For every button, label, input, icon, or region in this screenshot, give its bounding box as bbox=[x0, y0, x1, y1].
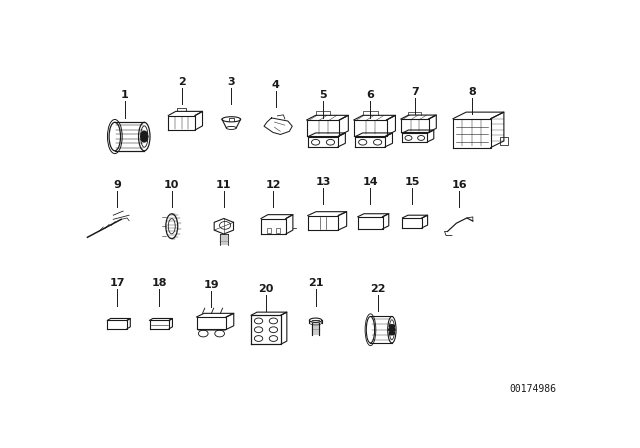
Circle shape bbox=[143, 132, 147, 135]
Text: 13: 13 bbox=[316, 177, 331, 186]
Circle shape bbox=[390, 325, 394, 327]
Circle shape bbox=[144, 135, 148, 138]
Text: 10: 10 bbox=[164, 180, 179, 190]
Text: 19: 19 bbox=[204, 280, 220, 290]
Circle shape bbox=[143, 138, 147, 141]
Text: 14: 14 bbox=[362, 177, 378, 186]
Text: 6: 6 bbox=[366, 90, 374, 100]
Text: 1: 1 bbox=[121, 90, 129, 100]
Circle shape bbox=[390, 332, 394, 335]
Text: 17: 17 bbox=[109, 278, 125, 289]
Circle shape bbox=[142, 135, 147, 138]
Text: 12: 12 bbox=[266, 180, 281, 190]
Text: 7: 7 bbox=[411, 87, 419, 97]
Bar bbox=[267, 228, 271, 233]
Text: 00174986: 00174986 bbox=[509, 383, 556, 393]
Circle shape bbox=[141, 135, 145, 138]
Text: 8: 8 bbox=[468, 87, 476, 97]
Circle shape bbox=[389, 325, 394, 327]
Circle shape bbox=[141, 132, 145, 135]
Text: 9: 9 bbox=[113, 180, 121, 190]
Circle shape bbox=[391, 328, 395, 331]
Circle shape bbox=[389, 332, 394, 335]
Text: 18: 18 bbox=[152, 278, 167, 289]
Text: 21: 21 bbox=[308, 278, 323, 289]
Text: 4: 4 bbox=[272, 80, 280, 90]
Circle shape bbox=[142, 131, 147, 134]
Circle shape bbox=[141, 138, 145, 141]
Text: 15: 15 bbox=[404, 177, 420, 186]
Text: 22: 22 bbox=[370, 284, 385, 293]
Text: 20: 20 bbox=[259, 284, 274, 293]
Circle shape bbox=[388, 328, 393, 331]
Text: 16: 16 bbox=[452, 180, 467, 190]
Text: 3: 3 bbox=[227, 77, 235, 86]
Text: 5: 5 bbox=[319, 90, 327, 100]
Text: 2: 2 bbox=[178, 77, 186, 86]
Circle shape bbox=[142, 139, 147, 142]
Bar bbox=[276, 228, 280, 233]
Text: 11: 11 bbox=[216, 180, 232, 190]
